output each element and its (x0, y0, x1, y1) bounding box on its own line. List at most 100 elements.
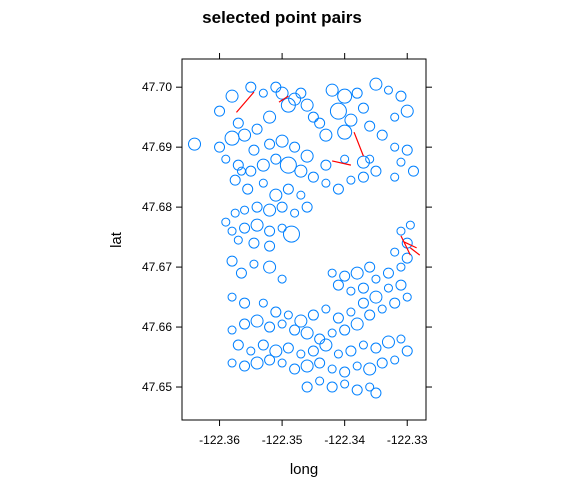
data-point (239, 360, 251, 372)
data-point (256, 158, 270, 172)
data-point (390, 247, 400, 257)
data-point (250, 218, 264, 232)
data-point (289, 324, 301, 336)
data-point (248, 237, 260, 249)
data-point (315, 376, 325, 386)
y-tick-label: 47.65 (142, 380, 172, 394)
data-point (279, 156, 297, 174)
data-point (301, 201, 313, 213)
data-point (239, 222, 251, 234)
pair-segment (235, 91, 255, 113)
data-point (364, 261, 376, 273)
data-point (232, 339, 244, 351)
data-point (350, 317, 364, 331)
data-point (276, 201, 288, 213)
data-point (320, 159, 332, 171)
x-tick-label: -122.33 (387, 433, 428, 447)
data-point (214, 141, 226, 153)
data-point (340, 154, 350, 164)
data-point (327, 268, 337, 278)
data-point (377, 304, 387, 314)
data-point (239, 318, 251, 330)
y-axis-label: lat (108, 231, 125, 248)
data-point (263, 203, 277, 217)
data-point (389, 297, 401, 309)
data-point (257, 339, 269, 351)
data-point (337, 124, 353, 140)
data-point (294, 164, 308, 178)
data-point (337, 88, 353, 104)
data-point (282, 183, 294, 195)
data-point (245, 81, 257, 93)
data-point (239, 297, 251, 309)
data-point (251, 123, 263, 135)
data-point (282, 342, 294, 354)
data-point (264, 138, 276, 150)
data-point (401, 144, 413, 156)
data-point (300, 359, 314, 373)
data-point (369, 77, 383, 91)
data-point (269, 188, 283, 202)
data-point (332, 312, 344, 324)
data-point (277, 319, 287, 329)
data-point (319, 128, 333, 142)
x-axis: -122.36 -122.35 -122.34 -122.33 (199, 53, 428, 447)
data-point (358, 340, 368, 350)
chart-title: selected point pairs (202, 8, 362, 27)
data-point (352, 361, 362, 371)
data-point (248, 144, 260, 156)
pair-segment (278, 95, 289, 103)
data-point (229, 174, 241, 186)
data-point (307, 309, 319, 321)
data-point (221, 154, 231, 164)
data-point (270, 153, 282, 165)
data-point (390, 112, 400, 122)
y-tick-label: 47.67 (142, 260, 172, 274)
data-point (390, 355, 400, 365)
data-point (296, 349, 306, 359)
data-point (345, 345, 357, 357)
data-point (269, 344, 283, 358)
data-point (357, 282, 369, 294)
data-point (370, 387, 382, 399)
data-point (390, 142, 400, 152)
data-point (236, 166, 246, 176)
data-point (264, 225, 276, 237)
x-tick-label: -122.34 (324, 433, 365, 447)
data-point (258, 298, 268, 308)
data-point (363, 362, 377, 376)
data-point (258, 178, 268, 188)
data-point (371, 274, 381, 284)
data-point (264, 354, 276, 366)
data-point (277, 274, 287, 284)
data-point (300, 149, 314, 163)
data-point (230, 208, 240, 218)
data-point (369, 290, 383, 304)
data-point (301, 381, 313, 393)
data-point (314, 333, 326, 345)
data-point (332, 183, 344, 195)
data-point (314, 117, 326, 129)
data-point (275, 134, 289, 148)
data-point (344, 113, 358, 127)
data-point (226, 255, 238, 267)
data-point (351, 87, 363, 99)
data-point (296, 190, 306, 200)
data-point (245, 165, 257, 177)
data-point (263, 260, 277, 274)
data-point (405, 220, 415, 230)
data-point (376, 129, 388, 141)
data-point (300, 98, 314, 112)
data-point (325, 83, 339, 97)
pair-segment (332, 160, 352, 166)
plot-frame (181, 58, 427, 421)
data-point (321, 178, 331, 188)
y-tick-label: 47.66 (142, 320, 172, 334)
data-point (232, 159, 244, 171)
data-point (264, 240, 276, 252)
data-point (221, 217, 231, 227)
y-tick-label: 47.68 (142, 200, 172, 214)
data-point (351, 384, 363, 396)
